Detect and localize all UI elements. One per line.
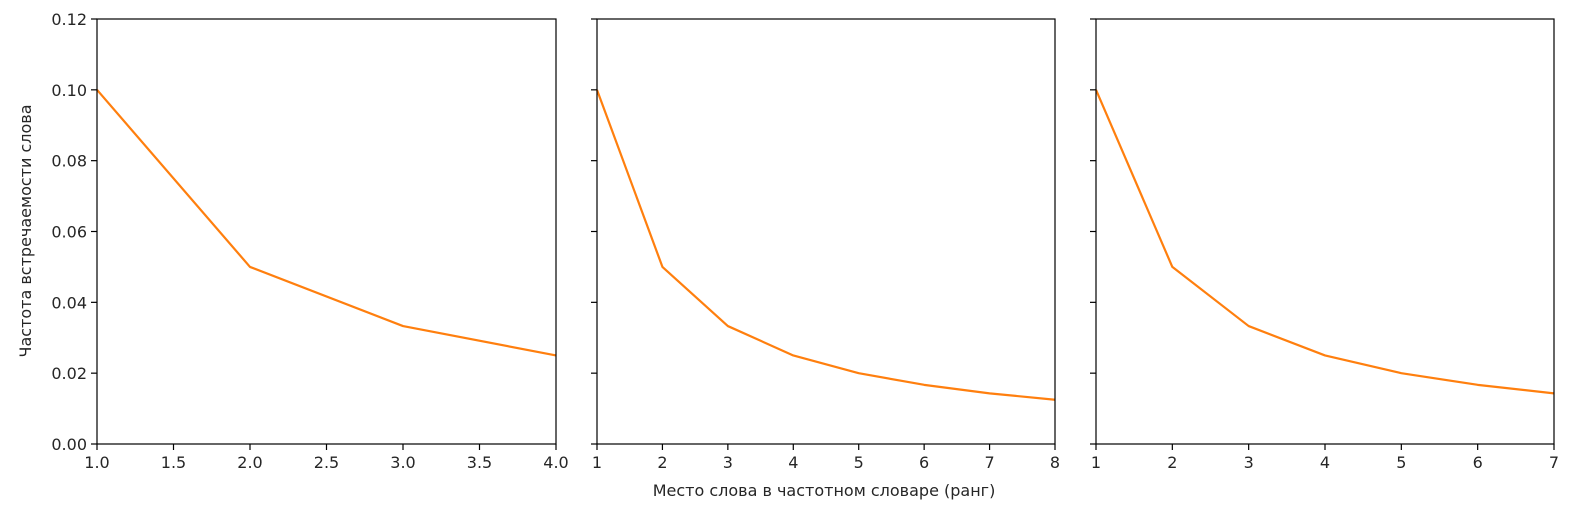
plot-frame (96, 18, 557, 445)
x-tick-label: 5 (854, 453, 864, 472)
x-tick-label: 5 (1396, 453, 1406, 472)
chart-panel-3: 1 2 3 4 5 6 7 (1090, 18, 1559, 472)
x-tick-label: 2 (1167, 453, 1177, 472)
x-tick-label: 8 (1050, 453, 1060, 472)
x-tick-label: 2.0 (237, 453, 262, 472)
x-tick-label: 3 (1244, 453, 1254, 472)
x-tick-label: 2.5 (314, 453, 339, 472)
x-tick-label: 1.0 (84, 453, 109, 472)
x-tick-label: 7 (984, 453, 994, 472)
x-tick-label: 2 (657, 453, 667, 472)
x-tick-label: 4.0 (543, 453, 568, 472)
series-line (1094, 89, 1555, 395)
x-tick-label: 6 (1473, 453, 1483, 472)
x-tick-label: 3 (723, 453, 733, 472)
y-tick-label: 0.08 (51, 152, 87, 171)
series-line (595, 89, 1056, 401)
plot-frame (596, 18, 1056, 445)
y-tick-label: 0.00 (51, 435, 87, 454)
x-tick-label: 1 (1091, 453, 1101, 472)
x-tick-label: 3.0 (390, 453, 415, 472)
y-tick-label: 0.12 (51, 10, 87, 29)
x-tick-label: 6 (919, 453, 929, 472)
x-tick-label: 4 (1320, 453, 1330, 472)
y-tick-label: 0.04 (51, 293, 87, 312)
plot-frame (1095, 18, 1555, 445)
x-tick-label: 4 (788, 453, 798, 472)
chart-panel-1: 0.00 0.02 0.04 0.06 0.08 0.10 0.12 1.0 1.5 2.0 2.5… (51, 10, 568, 472)
y-axis-label: Частота встречаемости слова (16, 104, 35, 357)
x-axis-label: Место слова в частотном словаре (ранг) (653, 481, 996, 500)
x-tick-label: 3.5 (467, 453, 492, 472)
chart-panel-2: 1 2 3 4 5 6 7 8 (591, 18, 1060, 472)
x-tick-label: 1 (592, 453, 602, 472)
series-line (96, 89, 557, 357)
x-tick-label: 1.5 (161, 453, 186, 472)
y-tick-label: 0.06 (51, 223, 87, 242)
y-tick-label: 0.02 (51, 364, 87, 383)
x-tick-label: 7 (1549, 453, 1559, 472)
y-tick-label: 0.10 (51, 81, 87, 100)
